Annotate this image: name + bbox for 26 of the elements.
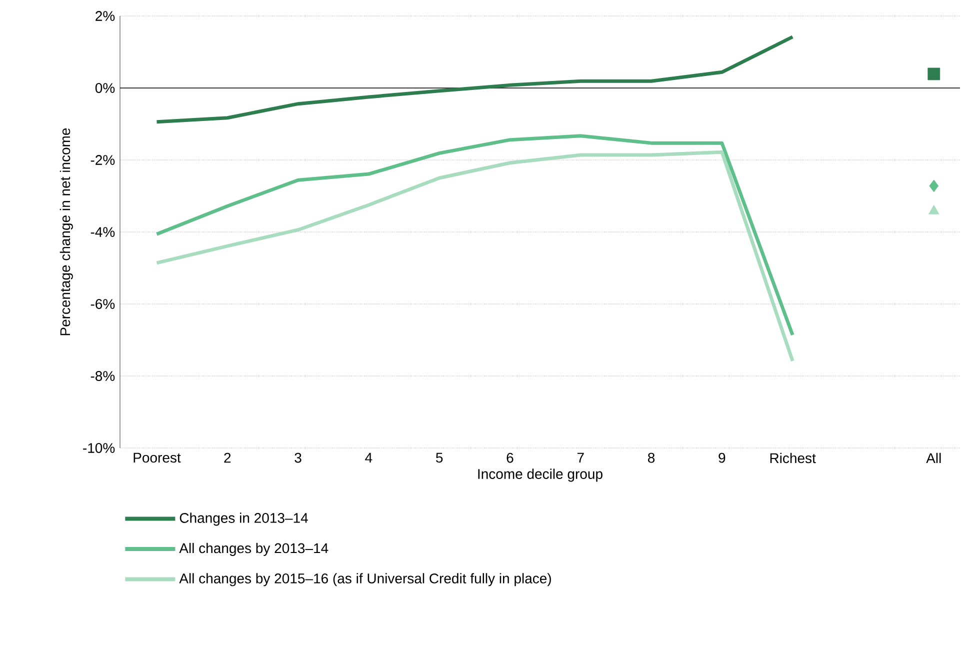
y-tick-label: -2% bbox=[90, 155, 115, 165]
legend-label: All changes by 2013–14 bbox=[179, 542, 328, 556]
x-tick-label: Poorest bbox=[134, 452, 181, 463]
x-tick-label: 8 bbox=[648, 452, 655, 463]
x-axis-title: Income decile group bbox=[478, 468, 602, 482]
y-tick-label: 2% bbox=[96, 11, 115, 21]
y-tick-label: 0% bbox=[95, 83, 115, 93]
y-tick-label: -8% bbox=[90, 371, 115, 381]
line-series bbox=[154, 35, 794, 124]
y-axis-title: Percentage change in net income bbox=[60, 128, 73, 336]
x-tick-label: 6 bbox=[506, 452, 514, 463]
x-tick-label: 7 bbox=[577, 452, 584, 462]
x-tick-label: 9 bbox=[718, 452, 726, 463]
line-series bbox=[154, 150, 794, 363]
x-tick-label: All bbox=[926, 452, 941, 464]
x-tick-label: 3 bbox=[294, 452, 302, 463]
x-tick-label: 2 bbox=[224, 452, 231, 463]
legend-label: Changes in 2013–14 bbox=[180, 512, 308, 526]
legend-label: All changes by 2015–16 (as if Universal Credit fully in place) bbox=[179, 573, 551, 586]
y-tick-label: -4% bbox=[90, 227, 115, 237]
y-tick-label: -6% bbox=[90, 299, 115, 309]
x-tick-label: 4 bbox=[365, 452, 372, 462]
line-series bbox=[154, 134, 794, 337]
x-tick-label: Richest bbox=[770, 452, 816, 464]
y-tick-label: -10% bbox=[83, 443, 115, 453]
x-tick-label: 5 bbox=[436, 452, 443, 463]
